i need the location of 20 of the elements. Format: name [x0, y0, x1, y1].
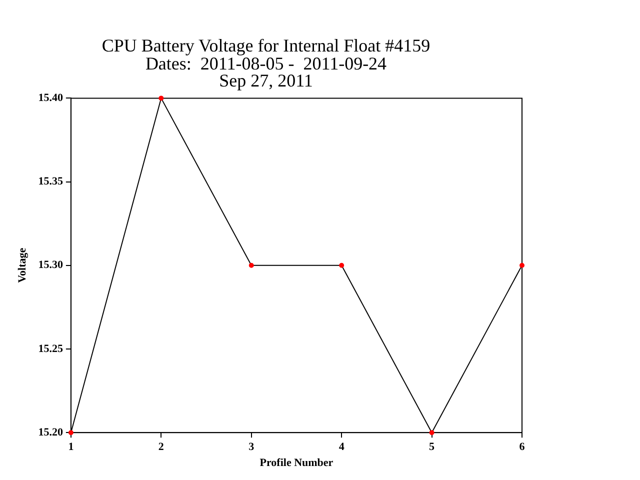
x-tick-label: 2: [158, 441, 164, 454]
y-tick-label: 15.30: [38, 259, 64, 272]
point: [248, 262, 254, 268]
x-axis-title: Profile Number: [260, 457, 334, 470]
point: [520, 262, 524, 268]
y-tick-label: 15.40: [38, 92, 64, 104]
y-axis-title: Voltage: [16, 248, 28, 283]
y-tick-label: 15.35: [38, 176, 64, 188]
point: [429, 430, 434, 436]
chart-title: CPU Battery Voltage for Internal Float #4159: [102, 36, 430, 56]
x-tick-label: 3: [248, 441, 255, 454]
point: [339, 262, 344, 268]
point: [158, 96, 164, 101]
point: [68, 430, 74, 436]
y-tick-label: 15.25: [38, 342, 64, 355]
x-tick-label: 4: [338, 441, 345, 454]
y-tick-label: 15.20: [38, 426, 64, 438]
x-tick-label: 1: [68, 441, 74, 454]
x-tick-label: 6: [519, 441, 526, 454]
x-tick-label: 5: [429, 441, 436, 454]
